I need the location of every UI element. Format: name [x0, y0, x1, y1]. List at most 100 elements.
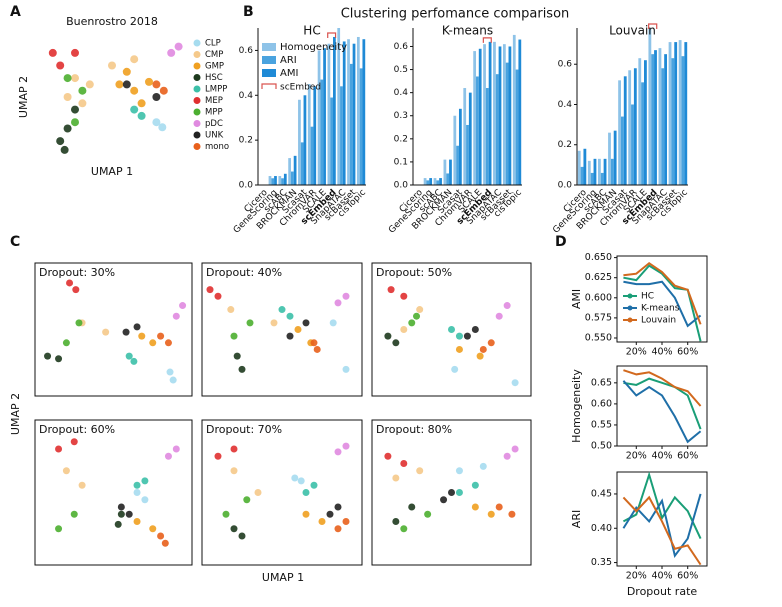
bar [436, 180, 440, 185]
chart-title: Louvain [609, 24, 656, 38]
x-tick-label: 60% [677, 347, 698, 358]
bar [327, 43, 331, 186]
cell-point [137, 111, 146, 120]
cell-point [230, 525, 238, 533]
y-axis-label: AMI [570, 289, 583, 309]
cell-point [455, 332, 463, 340]
cell-point [408, 503, 416, 511]
legend-label: HSC [205, 73, 223, 83]
legend-label: ARI [280, 55, 297, 66]
bar [483, 44, 486, 185]
highlight-bracket [327, 32, 337, 38]
legend-swatch [193, 120, 201, 127]
cell-point [114, 520, 122, 528]
cell-point [313, 345, 321, 353]
cell-point [108, 61, 116, 70]
cell-point [133, 323, 141, 331]
panel-frame [201, 419, 363, 566]
bar [342, 41, 346, 186]
figure-title: Clustering perfomance comparison [341, 7, 570, 22]
cell-point [72, 286, 80, 294]
cell-point [56, 137, 65, 146]
bar [498, 46, 502, 186]
y-tick-label: 0.5 [394, 65, 408, 75]
cell-point [149, 339, 157, 347]
y-tick-label: 0.4 [394, 88, 409, 98]
cell-point [137, 99, 146, 108]
cell-point [230, 467, 238, 475]
cell-point [71, 105, 79, 114]
legend-label: mono [205, 142, 229, 152]
y-tick-label: 0.35 [591, 557, 612, 568]
cell-point [164, 339, 172, 347]
bar [278, 176, 282, 185]
bar [641, 82, 645, 185]
bar [608, 132, 611, 185]
panel-title: Dropout: 50% [376, 266, 452, 279]
y-tick-label: 0.65 [591, 377, 612, 388]
cell-point [172, 312, 180, 320]
cell-point [130, 105, 139, 114]
bar [600, 172, 604, 185]
panel-title: Dropout: 60% [39, 423, 115, 436]
bar [456, 145, 459, 185]
cell-point [310, 481, 318, 489]
cell-point [413, 312, 421, 320]
bar [678, 40, 682, 186]
legend-label: Homogeneity [280, 42, 347, 53]
panel-frame [371, 419, 532, 566]
y-tick-label: 0.4 [558, 100, 573, 110]
bar [362, 39, 366, 185]
legend-label: MPP [205, 108, 223, 118]
bar [644, 60, 647, 186]
bar [300, 142, 304, 185]
cell-point [254, 489, 262, 496]
bar [518, 39, 522, 186]
legend-annotation: scEmbed [280, 83, 321, 93]
series-line [622, 495, 702, 566]
y-tick-label: 0.550 [585, 332, 612, 343]
highlight-bracket [482, 37, 492, 43]
bar [681, 56, 685, 185]
cell-point [297, 477, 305, 485]
cell-point [440, 496, 448, 504]
panel-label: A [10, 4, 21, 20]
cell-point [62, 467, 70, 475]
cell-point [117, 510, 125, 518]
bar [684, 42, 688, 185]
cell-point [246, 319, 254, 327]
cell-point [78, 86, 87, 95]
bar [620, 116, 624, 185]
cell-point [159, 86, 168, 95]
cell-point [71, 118, 79, 127]
x-tick-label: 40% [651, 571, 672, 582]
cell-point [141, 477, 149, 485]
cell-point [56, 61, 65, 70]
cell-point [448, 326, 455, 333]
cell-point [342, 365, 350, 373]
cell-point [206, 286, 214, 294]
y-tick-label: 0.0 [558, 181, 573, 191]
legend-dot [627, 317, 633, 323]
x-tick-label: 20% [626, 571, 647, 582]
cell-point [416, 467, 424, 475]
y-tick-label: 0.55 [591, 419, 612, 430]
cell-point [294, 326, 302, 333]
x-axis-label: UMAP 1 [262, 571, 304, 584]
bar [658, 48, 662, 185]
cell-point [471, 503, 479, 511]
bar [340, 86, 343, 185]
cell-point [71, 74, 79, 83]
legend-label: GMP [205, 62, 224, 72]
bar [449, 159, 452, 185]
panel-frame [34, 419, 193, 566]
bar [320, 79, 324, 185]
bar [583, 148, 587, 185]
panel-title: Dropout: 80% [376, 423, 452, 436]
chart-title: Buenrostro 2018 [66, 15, 158, 28]
x-tick-label: 60% [677, 571, 698, 582]
cell-point [172, 445, 180, 453]
bar [337, 28, 341, 185]
legend-swatch [193, 143, 201, 150]
bar [463, 88, 467, 185]
